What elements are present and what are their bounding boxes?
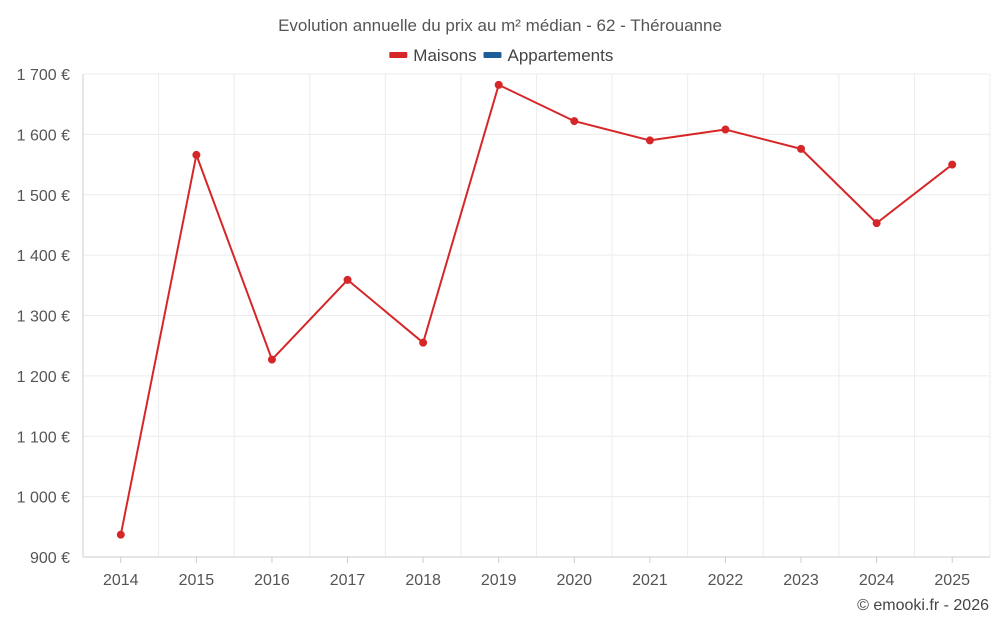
grid [82,73,991,558]
data-point[interactable] [570,117,579,126]
data-point[interactable] [267,355,276,364]
legend-item[interactable]: Appartements [483,46,614,65]
y-tick-label: 1 500 € [17,188,70,205]
x-axis-ticks: 2014 2015 2016 2017 2018 2019 2020 2021 2022 2023… [103,557,970,589]
x-tick-label: 2021 [632,572,668,589]
y-tick-label: 1 100 € [17,429,70,446]
data-point[interactable] [494,80,503,89]
data-point[interactable] [948,160,957,169]
x-tick-label: 2019 [481,572,517,589]
credit-label: © emooki.fr - 2026 [857,597,989,614]
y-axis-ticks: 900 € 1 000 € 1 100 € 1 200 € 1 300 € 1 400 €… [17,67,70,567]
legend-swatch [389,52,408,58]
legend-item[interactable]: Maisons [389,46,477,65]
y-tick-label: 1 300 € [17,309,70,326]
x-tick-label: 2025 [934,572,970,589]
x-tick-label: 2018 [405,572,441,589]
axes [82,74,990,558]
legend: Maisons Appartements [389,46,613,65]
x-tick-label: 2017 [330,572,366,589]
y-tick-label: 1 700 € [17,67,70,84]
x-tick-label: 2015 [179,572,215,589]
data-point[interactable] [343,275,352,284]
series-line-maisons [119,83,953,535]
chart-title: Evolution annuelle du prix au m² médian … [278,16,722,35]
data-point[interactable] [116,530,125,539]
y-tick-label: 900 € [30,550,70,567]
x-tick-label: 2020 [556,572,592,589]
data-point[interactable] [797,144,806,153]
data-point[interactable] [721,125,730,134]
x-tick-label: 2024 [859,572,895,589]
y-tick-label: 1 200 € [17,369,70,386]
legend-label: Appartements [508,46,614,65]
data-point[interactable] [419,338,428,347]
data-point[interactable] [872,219,881,228]
x-tick-label: 2023 [783,572,819,589]
series-layer [116,80,957,539]
data-point[interactable] [192,150,201,159]
y-tick-label: 1 000 € [17,490,70,507]
legend-label: Maisons [413,46,476,65]
y-tick-label: 1 600 € [17,127,70,144]
x-tick-label: 2014 [103,572,139,589]
data-point[interactable] [645,136,654,145]
y-tick-label: 1 400 € [17,248,70,265]
x-tick-label: 2022 [708,572,744,589]
legend-swatch [483,52,502,58]
x-tick-label: 2016 [254,572,290,589]
